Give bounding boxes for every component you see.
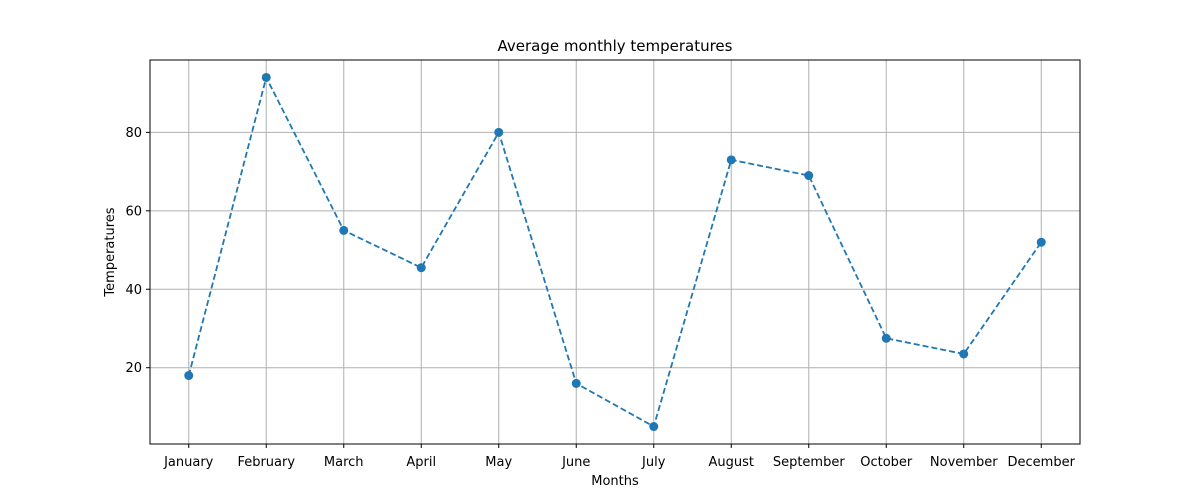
x-tick-label: December xyxy=(1008,455,1076,470)
y-axis-label: Temperatures xyxy=(103,207,118,297)
data-point xyxy=(804,171,814,181)
data-point xyxy=(649,422,659,432)
data-point xyxy=(261,72,271,82)
data-point xyxy=(726,155,736,165)
x-tick-label: May xyxy=(485,455,512,470)
y-tick-label: 60 xyxy=(125,204,142,219)
data-point xyxy=(339,225,349,235)
x-tick-label: January xyxy=(163,455,214,470)
data-point xyxy=(571,378,581,388)
chart-title: Average monthly temperatures xyxy=(498,37,733,55)
x-tick-label: June xyxy=(561,455,590,470)
data-point xyxy=(959,349,969,359)
grid-lines xyxy=(150,60,1080,444)
y-tick-label: 40 xyxy=(125,283,142,298)
x-tick-label: February xyxy=(237,455,295,470)
plot-frame xyxy=(149,59,1081,445)
x-tick-label: August xyxy=(709,455,755,470)
x-tick-label: November xyxy=(930,455,998,470)
x-tick-label: September xyxy=(773,455,846,470)
x-tick-label: July xyxy=(641,455,666,470)
y-tick-label: 20 xyxy=(125,361,142,376)
x-axis-label: Months xyxy=(591,474,639,489)
series-layer xyxy=(184,72,1046,432)
y-tick-label: 80 xyxy=(125,126,142,141)
x-tick-label: April xyxy=(406,455,436,470)
data-point xyxy=(416,263,426,273)
x-tick-label: March xyxy=(324,455,364,470)
data-point xyxy=(1036,237,1046,247)
data-point xyxy=(494,127,504,137)
x-tick-label: October xyxy=(860,455,913,470)
data-point xyxy=(184,371,194,381)
series-line xyxy=(187,74,1042,428)
data-point xyxy=(881,333,891,343)
axis-ticks: January February March April May June July Augu… xyxy=(125,126,1075,470)
